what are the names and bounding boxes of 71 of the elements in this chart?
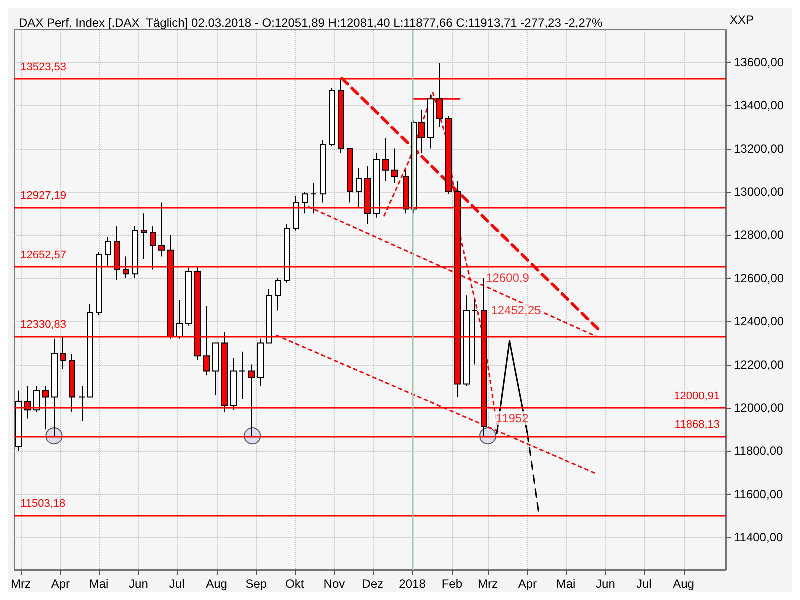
ref-line-label: 13523,53 (20, 61, 66, 74)
ref-line-label: 12652,57 (20, 250, 66, 262)
y-axis-title: XXP (730, 13, 754, 27)
annotation: 12452,25 (491, 303, 542, 318)
candlestick (212, 342, 219, 396)
x-tick-label: Mai (89, 577, 109, 591)
y-tick-label: 11800,00 (734, 444, 784, 458)
candlestick (132, 226, 138, 279)
x-tick-label: Mai (556, 577, 576, 591)
x-tick-label: Jun (129, 577, 148, 591)
annotation: 12600,9 (486, 271, 530, 286)
candlestick (284, 224, 290, 284)
y-tick-label: 12600,00 (734, 271, 784, 286)
y-tick-label: 12800,00 (734, 228, 784, 242)
candlestick (293, 196, 299, 232)
y-tick-label: 13200,00 (734, 142, 784, 156)
ref-line-label: 12330,83 (20, 319, 66, 332)
candlestick (347, 148, 353, 204)
annotation: 11952 (496, 411, 530, 426)
candlestick (176, 300, 183, 340)
x-tick-label: Aug (673, 577, 694, 591)
y-tick-label: 12000,00 (734, 401, 784, 415)
candlestick (329, 88, 335, 148)
x-tick-label: Jun (596, 577, 616, 591)
y-tick-label: 13000,00 (734, 185, 784, 199)
candlestick (356, 168, 362, 208)
candlestick (105, 236, 111, 268)
x-tick-label: Mrz (478, 577, 498, 591)
candlestick (391, 148, 398, 184)
candlestick (445, 116, 452, 195)
x-tick-label: Mrz (10, 577, 31, 591)
x-tick-label: Jul (636, 577, 652, 591)
candlestick (185, 267, 192, 326)
y-tick-label: 13400,00 (734, 98, 784, 113)
candlestick (427, 94, 434, 150)
y-tick-label: 12200,00 (734, 358, 784, 372)
y-tick-label: 11600,00 (734, 487, 784, 502)
ref-line-label: 12927,19 (20, 190, 66, 202)
y-tick-label: 12400,00 (734, 314, 784, 329)
x-tick-label: 2018 (399, 577, 426, 591)
ref-line-label: 11868,13 (674, 418, 720, 431)
x-tick-label: Nov (324, 577, 346, 591)
x-tick-label: Dez (362, 577, 384, 591)
candlestick (311, 182, 317, 214)
candlestick (302, 192, 308, 214)
candlestick (275, 278, 281, 312)
candlestick (51, 338, 58, 438)
candlestick (373, 152, 380, 218)
x-tick-label: Apr (51, 577, 70, 591)
y-tick-label: 11400,00 (734, 530, 784, 545)
candlestick (463, 295, 470, 387)
candlestick (96, 252, 102, 316)
candlestick (230, 358, 237, 411)
candlestick (257, 338, 264, 387)
y-tick-label: 13600,00 (734, 55, 784, 70)
candlestick (239, 351, 246, 400)
x-tick-label: Apr (518, 577, 538, 591)
candlestick (472, 300, 478, 366)
candlestick (266, 288, 272, 344)
candlestick (320, 140, 326, 204)
x-tick-label: Aug (206, 577, 228, 591)
candlestick (141, 213, 147, 260)
x-tick-label: Okt (285, 577, 305, 591)
candlestick (382, 138, 389, 182)
ref-line-label: 12000,91 (674, 390, 720, 402)
x-tick-label: Sep (246, 577, 268, 591)
chart-title: DAX Perf. Index [.DAX Täglich] 02.03.2018 - O:12051,89 H:12081,40 L:11877,66 C:11913,71 -277,23 -2,27% (19, 16, 604, 30)
x-tick-label: Feb (442, 577, 463, 591)
x-tick-label: Jul (169, 577, 185, 591)
candlestick (33, 386, 40, 413)
ref-line-label: 11503,18 (20, 498, 66, 510)
